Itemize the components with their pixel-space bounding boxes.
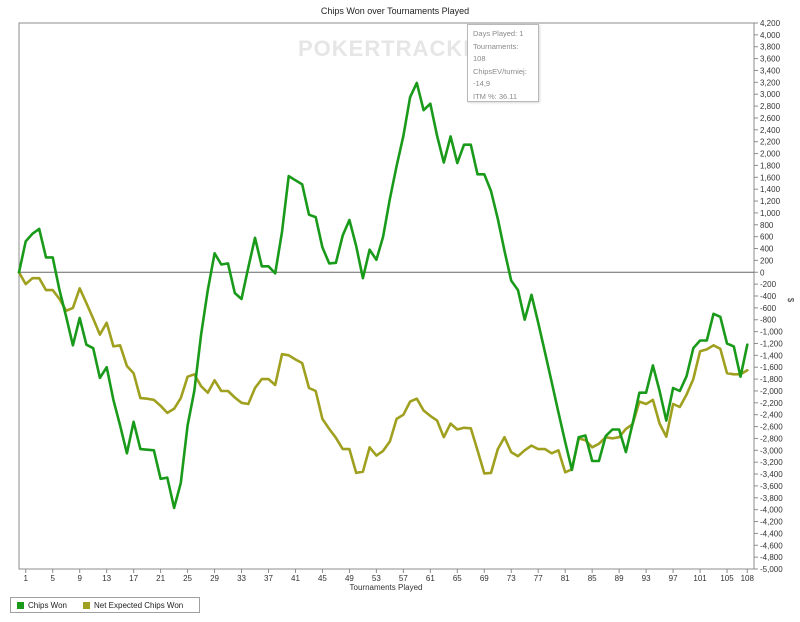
y-tick-label: 3,000: [760, 90, 781, 99]
y-tick-label: -4,200: [760, 518, 783, 527]
chart-title: Chips Won over Tournaments Played: [321, 6, 469, 16]
y-tick-label: 1,200: [760, 197, 781, 206]
series-layer: [17, 81, 749, 510]
data-tooltip: Days Played: 1 Tournaments: 108 ChipsEV/…: [467, 24, 539, 102]
y-tick-label: 2,800: [760, 102, 781, 111]
x-tick-label: 61: [426, 574, 435, 583]
x-tick-label: 53: [372, 574, 381, 583]
x-tick-label: 21: [156, 574, 165, 583]
legend-swatch-net-expected: [83, 602, 90, 609]
y-tick-label: 2,200: [760, 138, 781, 147]
y-tick-label: -2,800: [760, 434, 783, 443]
x-tick-label: 37: [264, 574, 273, 583]
x-tick-label: 13: [102, 574, 111, 583]
y-tick-label: -1,200: [760, 339, 783, 348]
y-tick-label: 2,600: [760, 114, 781, 123]
y-tick-label: -2,400: [760, 411, 783, 420]
x-tick-label: 69: [480, 574, 489, 583]
x-tick-label: 25: [183, 574, 192, 583]
y-tick-label: -2,200: [760, 399, 783, 408]
y-tick-label: -3,000: [760, 446, 783, 455]
y-tick-label: -2,000: [760, 387, 783, 396]
x-tick-label: 73: [507, 574, 516, 583]
y-tick-label: 400: [760, 245, 774, 254]
y-tick-label: 4,000: [760, 31, 781, 40]
x-tick-label: 101: [693, 574, 707, 583]
y-tick-label: -1,400: [760, 351, 783, 360]
y-tick-label: 1,000: [760, 209, 781, 218]
y-tick-label: 3,800: [760, 43, 781, 52]
y-tick-label: 800: [760, 221, 774, 230]
series-line-chips-won: [17, 81, 749, 510]
y-tick-label: -1,800: [760, 375, 783, 384]
y-tick-label: -4,600: [760, 541, 783, 550]
y-axis-title: $: [786, 298, 795, 303]
x-tick-label: 97: [669, 574, 678, 583]
legend-label-net-expected: Net Expected Chips Won: [94, 601, 184, 610]
y-tick-label: -3,400: [760, 470, 783, 479]
y-tick-label: -4,000: [760, 506, 783, 515]
x-tick-label: 57: [399, 574, 408, 583]
y-tick-label: -800: [760, 316, 777, 325]
y-tick-label: 2,400: [760, 126, 781, 135]
series-line-net-expected: [17, 270, 749, 475]
x-tick-label: 33: [237, 574, 246, 583]
legend-item-net-expected[interactable]: Net Expected Chips Won: [83, 601, 183, 610]
plot-area: [18, 22, 755, 570]
x-tick-label: 5: [50, 574, 55, 583]
x-tick-label: 17: [129, 574, 138, 583]
x-tick-label: 93: [642, 574, 651, 583]
y-tick-label: -2,600: [760, 423, 783, 432]
y-tick-label: -3,800: [760, 494, 783, 503]
tooltip-itm: ITM %: 36.11: [473, 91, 518, 101]
y-tick-label: -1,000: [760, 328, 783, 337]
y-axis: 4,200 4,000 3,800 3,600 3,400 3,200 3,000 2,800…: [754, 19, 783, 574]
y-tick-label: -600: [760, 304, 777, 313]
tooltip-days-played: Days Played: 1: [473, 29, 524, 38]
y-tick-label: 600: [760, 233, 774, 242]
y-tick-label: -200: [760, 280, 777, 289]
y-tick-label: 3,200: [760, 78, 781, 87]
y-tick-label: 3,400: [760, 66, 781, 75]
legend-swatch-chips-won: [17, 602, 24, 609]
y-tick-label: -1,600: [760, 363, 783, 372]
x-tick-label: 45: [318, 574, 327, 583]
x-tick-label: 105: [720, 574, 734, 583]
y-tick-label: -5,000: [760, 565, 783, 574]
x-tick-label: 9: [77, 574, 82, 583]
y-tick-label: -3,200: [760, 458, 783, 467]
y-tick-label: 3,600: [760, 55, 781, 64]
x-tick-label: 1: [24, 574, 29, 583]
y-tick-label: 1,800: [760, 161, 781, 170]
x-tick-label: 65: [453, 574, 462, 583]
tooltip-tournaments: Tournaments: 108: [473, 41, 519, 64]
tooltip-chipsev: ChipsEV/turniej: -14,9: [473, 66, 527, 89]
y-tick-label: -4,800: [760, 553, 783, 562]
y-tick-label: 1,600: [760, 173, 781, 182]
x-tick-label: 108: [741, 574, 755, 583]
x-tick-label: 41: [291, 574, 300, 583]
y-tick-label: 0: [760, 268, 765, 277]
x-tick-label: 89: [615, 574, 624, 583]
legend: Chips Won Net Expected Chips Won: [10, 597, 200, 613]
y-tick-label: 2,000: [760, 150, 781, 159]
x-tick-label: 77: [534, 574, 543, 583]
y-tick-label: -3,600: [760, 482, 783, 491]
y-tick-label: -400: [760, 292, 777, 301]
x-tick-label: 49: [345, 574, 354, 583]
x-axis-title: Tournaments Played: [350, 583, 423, 592]
x-tick-label: 29: [210, 574, 219, 583]
watermark-logo: POKERTRACKER: [298, 36, 496, 61]
x-axis: 1 5 9 13 17 21 25 29 33 37 41 45 49 53 57 61 65 69 73 77 81 8…: [24, 569, 755, 583]
y-tick-label: -4,400: [760, 529, 783, 538]
y-tick-label: 1,400: [760, 185, 781, 194]
x-tick-label: 85: [588, 574, 597, 583]
x-tick-label: 81: [561, 574, 570, 583]
y-tick-label: 200: [760, 256, 774, 265]
legend-item-chips-won[interactable]: Chips Won: [17, 601, 67, 610]
legend-label-chips-won: Chips Won: [28, 601, 67, 610]
y-tick-label: 4,200: [760, 19, 781, 28]
